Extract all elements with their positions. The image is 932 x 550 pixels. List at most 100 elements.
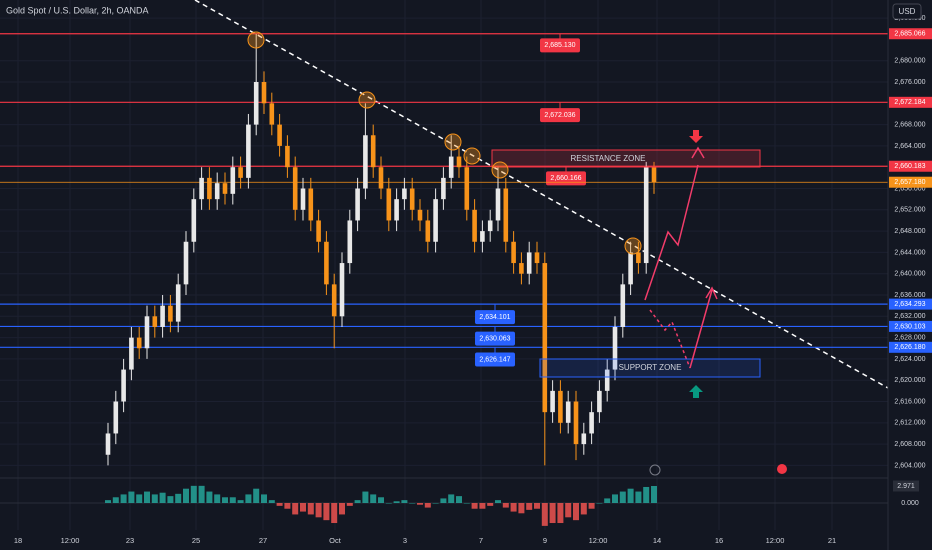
candle-body — [558, 390, 563, 423]
macd-bar — [557, 502, 564, 524]
currency-label[interactable]: USD — [899, 7, 916, 16]
macd-bar — [510, 502, 517, 512]
macd-bar — [393, 501, 400, 503]
event-icon[interactable] — [649, 464, 661, 476]
candle-body — [222, 183, 228, 194]
macd-bar — [495, 500, 501, 503]
macd-bar — [198, 485, 205, 503]
x-tick-label: 23 — [126, 536, 134, 545]
y-tick-label: 2,608.000 — [894, 441, 925, 448]
level-axis-label: 2,672.184 — [894, 99, 925, 106]
macd-tick-label: 0.000 — [901, 500, 919, 507]
candle-body — [448, 156, 454, 178]
candle-body — [316, 220, 321, 242]
candle-body — [503, 188, 509, 242]
level-axis-tag — [889, 160, 932, 172]
y-tick-label: 2,680.000 — [894, 58, 925, 65]
macd-bar — [214, 494, 221, 503]
macd-bar — [549, 502, 556, 524]
candle-body — [472, 209, 477, 242]
macd-bar — [456, 496, 462, 503]
level-axis-tag — [889, 176, 932, 188]
y-tick-label: 2,604.000 — [894, 462, 925, 469]
candle-body — [636, 252, 641, 264]
candle-body — [285, 145, 290, 168]
macd-bar — [268, 500, 275, 503]
level-axis-tag — [889, 320, 932, 332]
x-tick-label: Oct — [329, 536, 342, 545]
level-tag — [546, 171, 586, 186]
macd-bar — [612, 494, 618, 503]
candle-body — [542, 263, 548, 413]
level-tag — [540, 38, 580, 53]
macd-bar — [261, 494, 267, 503]
macd-bar — [643, 486, 650, 503]
macd-bar — [627, 488, 634, 503]
macd-pane — [0, 485, 888, 526]
level-tag-label: 2,685.130 — [544, 42, 575, 49]
pivot-circle — [358, 91, 376, 109]
candle-body — [628, 252, 633, 285]
macd-bar — [167, 496, 174, 503]
candle-body — [144, 316, 150, 349]
x-tick-label: 7 — [479, 536, 483, 545]
macd-bar — [307, 502, 314, 515]
macd-bar — [206, 491, 213, 503]
candle-body — [136, 337, 142, 349]
candle-body — [347, 220, 353, 264]
macd-bar — [534, 502, 540, 509]
macd-bar — [346, 502, 353, 506]
down-arrow-icon — [689, 130, 703, 143]
candle-body — [386, 188, 392, 221]
arrow-head — [691, 146, 705, 159]
candle-body — [370, 135, 376, 168]
flag-icon[interactable] — [777, 464, 787, 474]
resistance-label: RESISTANCE ZONE — [571, 154, 646, 163]
candle-body — [643, 167, 649, 264]
pivot-circle — [491, 161, 509, 179]
candle-body — [292, 167, 298, 210]
macd-bar — [175, 493, 182, 503]
candle-body — [129, 337, 134, 370]
level-axis-label: 2,630.103 — [894, 323, 925, 330]
chart-title: Gold Spot / U.S. Dollar, 2h, OANDA — [6, 5, 149, 15]
macd-bar — [432, 502, 439, 504]
macd-bar — [518, 502, 525, 514]
price-axis — [888, 0, 932, 550]
candle-body — [581, 433, 587, 445]
level-tag-label: 2,626.147 — [479, 356, 510, 363]
x-tick-label: 3 — [403, 536, 407, 545]
candle-body — [355, 188, 360, 221]
macd-bar — [253, 488, 260, 503]
candle-body — [246, 124, 251, 178]
candle-body — [480, 231, 485, 242]
macd-bar — [331, 502, 338, 524]
candle-body — [230, 167, 236, 194]
pivot-circle — [444, 133, 462, 151]
candle-body — [105, 433, 111, 455]
macd-bar — [651, 486, 657, 503]
projection — [644, 146, 718, 369]
macd-bar — [245, 494, 252, 503]
pivot-circle — [624, 237, 642, 255]
candle-body — [214, 183, 220, 200]
y-tick-label: 2,624.000 — [894, 356, 925, 363]
level-axis-label: 2,657.180 — [894, 179, 925, 186]
candle-body — [339, 263, 345, 317]
level-tag — [540, 108, 580, 123]
currency-button[interactable] — [892, 3, 922, 20]
candle-body — [207, 177, 212, 200]
candle-body — [121, 369, 126, 402]
macd-bar — [370, 494, 377, 503]
x-tick-label: 18 — [14, 536, 22, 545]
macd-bar — [573, 502, 579, 521]
candle-body — [253, 82, 259, 125]
y-tick-label: 2,644.000 — [894, 249, 925, 256]
pivot-circles — [247, 31, 642, 255]
x-tick-label: 12:00 — [766, 536, 785, 545]
macd-bar — [300, 502, 306, 512]
levels: 2,685.130 2,672.036 2,660.166 2,634.101 2,63… — [0, 33, 888, 367]
candle-body — [269, 103, 275, 125]
candle-body — [409, 188, 415, 210]
